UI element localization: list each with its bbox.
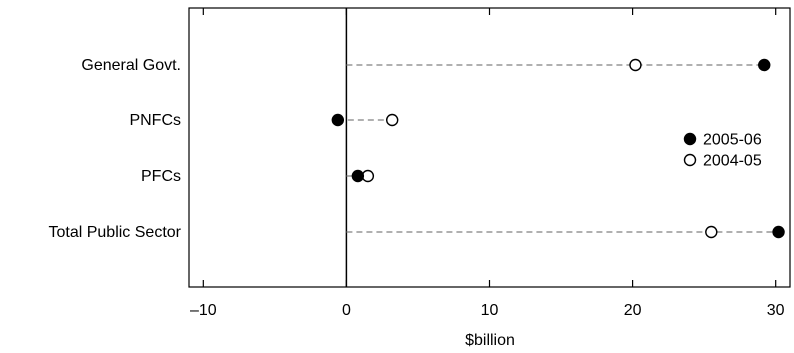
x-tick-label: 0 (342, 302, 351, 319)
marker-filled (758, 58, 771, 72)
legend-label: 2004-05 (703, 153, 762, 170)
connector-lines (337, 64, 779, 233)
legend: 2005-06 2004-05 (683, 132, 762, 170)
legend-marker-filled (683, 132, 697, 146)
marker-filled (351, 169, 365, 183)
x-axis-ticks (202, 8, 777, 287)
x-tick-label: 30 (767, 302, 785, 319)
marker-open (629, 58, 642, 72)
plot-frame (188, 7, 791, 288)
x-tick-label: 10 (481, 302, 499, 319)
data-markers (331, 58, 785, 239)
legend-label: 2005-06 (703, 132, 762, 149)
marker-open (705, 225, 718, 239)
x-axis-tick-labels: –10 0 10 20 30 (190, 302, 785, 319)
marker-open (385, 113, 399, 127)
x-axis-title: $billion (465, 332, 515, 349)
legend-marker-open (683, 153, 697, 167)
x-tick-label: 20 (624, 302, 642, 319)
marker-filled (331, 113, 345, 127)
category-labels: General Govt. PNFCs PFCs Total Public Secto… (48, 57, 181, 241)
category-label: Total Public Sector (48, 224, 181, 241)
x-tick-label: –10 (190, 302, 217, 319)
marker-filled (772, 225, 785, 239)
category-label: General Govt. (81, 57, 181, 74)
category-label: PNFCs (129, 112, 181, 129)
category-label: PFCs (141, 168, 181, 185)
